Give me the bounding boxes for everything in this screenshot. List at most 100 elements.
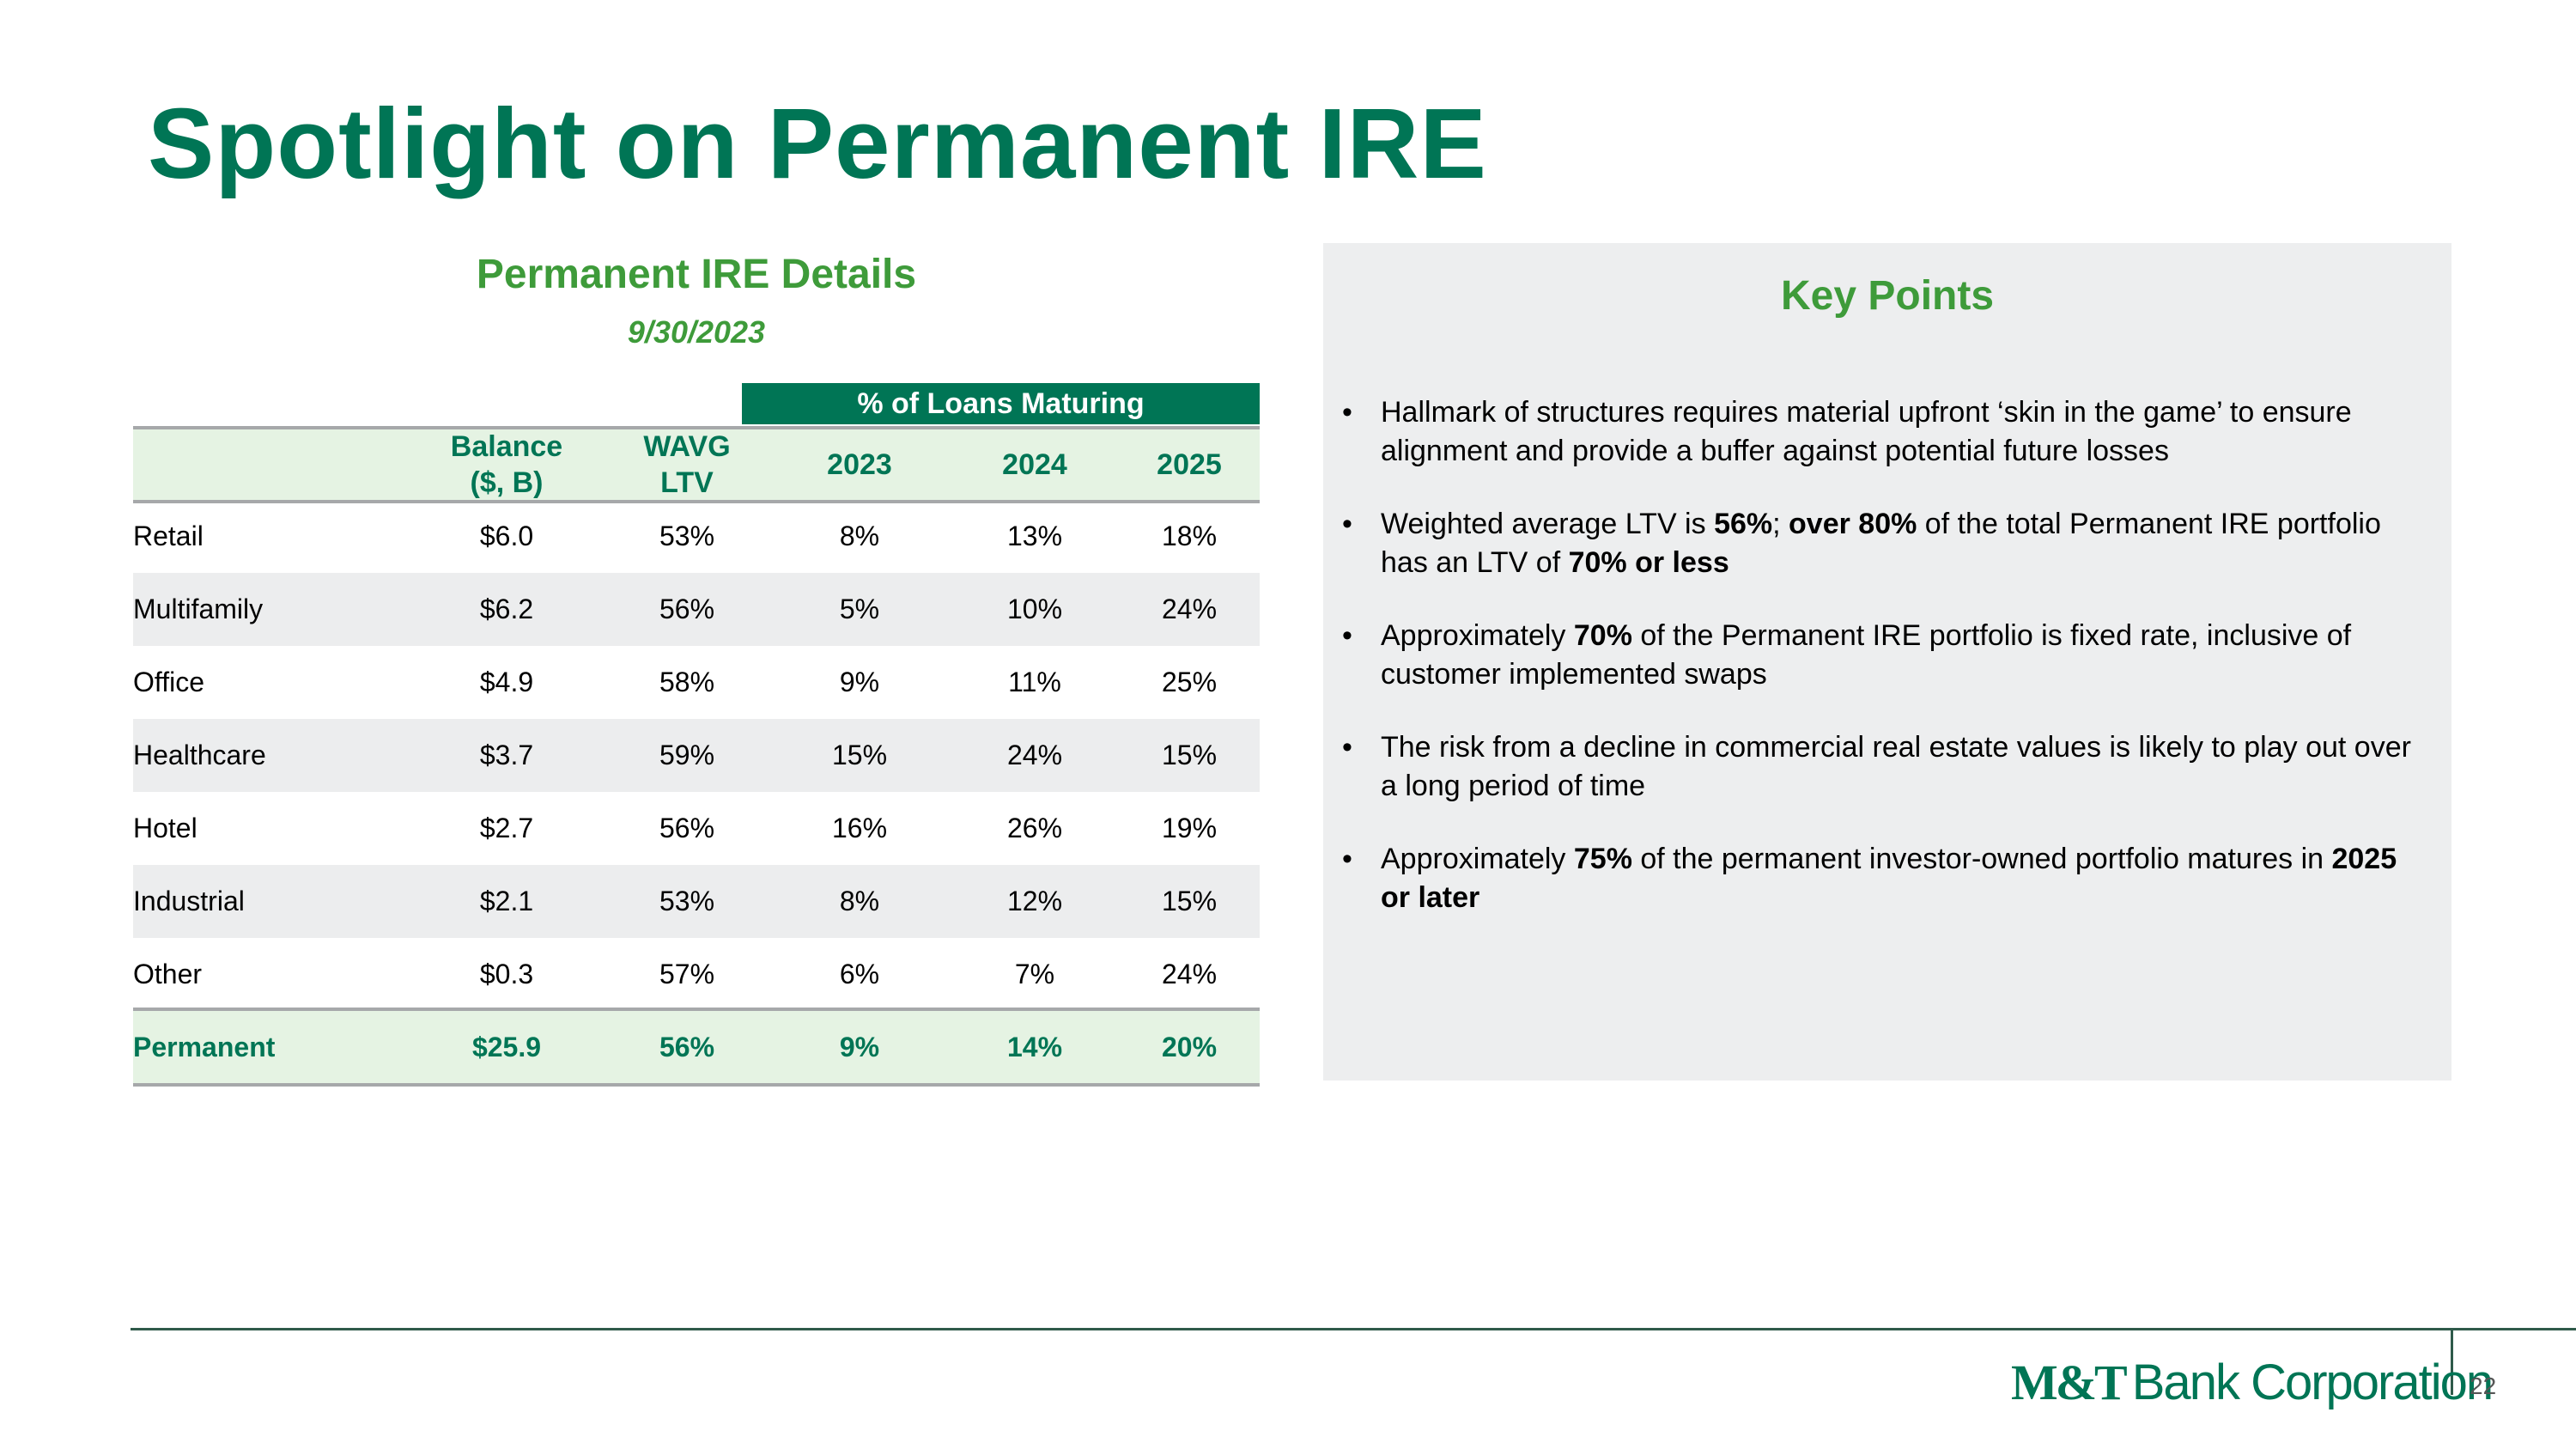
row-2024: 13% (1006, 521, 1063, 551)
bullet-icon: • (1342, 619, 1352, 652)
key-point-emphasis: over 80% (1789, 508, 1917, 540)
key-points-list: • Hallmark of structures requires materia… (1323, 393, 2451, 952)
row-balance: $0.3 (479, 959, 534, 989)
row-2023: 15% (831, 740, 888, 770)
logo-name: Bank Corporation (2131, 1355, 2494, 1410)
key-point-text: Hallmark of structures requires material… (1381, 396, 2352, 467)
table-total-row: Permanent $25.9 56% 9% 14% 20% (133, 1008, 1260, 1087)
row-2024: 7% (1014, 959, 1055, 989)
key-point-text: of the permanent investor-owned portfoli… (1631, 843, 2332, 875)
footer-divider (131, 1328, 2576, 1330)
row-balance: $6.0 (479, 521, 534, 551)
header-wavg-ltv: WAVG LTV (605, 429, 769, 501)
row-balance: $3.7 (479, 740, 534, 770)
row-2025: 25% (1161, 667, 1218, 697)
row-2023: 8% (839, 521, 880, 551)
row-category: Other (133, 959, 203, 989)
row-wavg-ltv: 53% (659, 521, 715, 551)
table-date: 9/30/2023 (627, 314, 766, 350)
key-points-title: Key Points (1780, 273, 1995, 319)
key-point-text: The risk from a decline in commercial re… (1381, 731, 2411, 802)
key-point-text: of the total Permanent IRE portfolio has… (1381, 508, 2381, 579)
table-row: Multifamily $6.2 56% 5% 10% 24% (133, 573, 1260, 646)
key-point-emphasis: 70% or less (1568, 546, 1729, 579)
row-2025: 18% (1161, 521, 1218, 551)
row-category: Multifamily (133, 594, 264, 624)
header-2023: 2023 (827, 448, 892, 481)
key-point-item: • Hallmark of structures requires materia… (1323, 393, 2451, 471)
row-category: Healthcare (133, 740, 266, 770)
row-2023: 9% (839, 667, 880, 697)
key-point-emphasis: 75% (1573, 843, 1632, 875)
key-point-emphasis: 70% (1573, 619, 1632, 652)
key-point-item: • Approximately 75% of the permanent inve… (1323, 840, 2451, 917)
header-wavg-line1: WAVG (643, 430, 731, 463)
row-wavg-ltv: 56% (659, 813, 715, 843)
row-balance: $2.1 (479, 886, 534, 916)
company-logo: M&T Bank Corporation (2011, 1355, 2494, 1410)
key-point-text: Approximately (1381, 843, 1574, 875)
row-category: Industrial (133, 886, 245, 916)
bullet-icon: • (1342, 396, 1352, 429)
row-wavg-ltv: 53% (659, 886, 715, 916)
row-2023: 8% (839, 886, 880, 916)
row-2024: 26% (1006, 813, 1063, 843)
table-row: Industrial $2.1 53% 8% 12% 15% (133, 865, 1260, 938)
total-wavg-ltv: 56% (659, 1031, 715, 1062)
header-balance: Balance ($, B) (408, 429, 605, 501)
row-2023: 5% (839, 594, 880, 624)
table-row: Hotel $2.7 56% 16% 26% 19% (133, 792, 1260, 865)
row-wavg-ltv: 57% (659, 959, 715, 989)
table-row: Healthcare $3.7 59% 15% 24% 15% (133, 719, 1260, 792)
header-2025: 2025 (1157, 448, 1222, 481)
row-category: Hotel (133, 813, 197, 843)
row-category: Office (133, 667, 204, 697)
row-2024: 12% (1006, 886, 1063, 916)
row-wavg-ltv: 58% (659, 667, 715, 697)
row-balance: $2.7 (479, 813, 534, 843)
key-point-item: • The risk from a decline in commercial r… (1323, 728, 2451, 806)
row-balance: $6.2 (479, 594, 534, 624)
row-2024: 11% (1008, 667, 1061, 697)
page-number: 22 (2470, 1373, 2497, 1399)
bullet-icon: • (1342, 843, 1352, 875)
total-2024: 14% (1006, 1031, 1063, 1062)
key-point-text: Weighted average LTV is (1381, 508, 1715, 540)
header-balance-line1: Balance (450, 430, 563, 463)
header-2024: 2024 (1002, 448, 1067, 481)
row-category: Retail (133, 521, 204, 551)
row-2025: 19% (1161, 813, 1218, 843)
total-2023: 9% (839, 1031, 880, 1062)
table-header-row: Balance ($, B) WAVG LTV 2023 2024 2025 (133, 426, 1260, 503)
table-title: Permanent IRE Details (476, 252, 917, 297)
row-wavg-ltv: 59% (659, 740, 715, 770)
total-2025: 20% (1161, 1031, 1218, 1062)
key-point-emphasis: 2025 or later (1381, 843, 2397, 914)
row-2023: 6% (839, 959, 880, 989)
group-header-loans-maturing: % of Loans Maturing (742, 383, 1260, 424)
table-row: Other $0.3 57% 6% 7% 24% (133, 938, 1260, 1011)
key-point-item: • Weighted average LTV is 56%; over 80% o… (1323, 505, 2451, 582)
row-wavg-ltv: 56% (659, 594, 715, 624)
key-point-text: Approximately (1381, 619, 1574, 652)
row-2025: 15% (1161, 740, 1218, 770)
row-2025: 15% (1161, 886, 1218, 916)
row-2025: 24% (1161, 594, 1218, 624)
table-row: Office $4.9 58% 9% 11% 25% (133, 646, 1260, 719)
table-row: Retail $6.0 53% 8% 13% 18% (133, 500, 1260, 573)
row-balance: $4.9 (479, 667, 534, 697)
bullet-icon: • (1342, 508, 1352, 540)
bullet-icon: • (1342, 731, 1352, 764)
header-wavg-line2: LTV (660, 466, 714, 499)
key-point-text: ; (1772, 508, 1789, 540)
key-point-text: of the Permanent IRE portfolio is fixed … (1381, 619, 2352, 691)
key-points-panel: Key Points • Hallmark of structures requi… (1323, 243, 2451, 1081)
total-balance: $25.9 (471, 1031, 542, 1062)
row-2024: 10% (1006, 594, 1063, 624)
row-2025: 24% (1161, 959, 1218, 989)
row-2024: 24% (1006, 740, 1063, 770)
header-balance-line2: ($, B) (470, 466, 544, 499)
footer-vertical-separator (2451, 1330, 2453, 1395)
key-point-item: • Approximately 70% of the Permanent IRE … (1323, 617, 2451, 694)
total-category: Permanent (133, 1031, 276, 1062)
